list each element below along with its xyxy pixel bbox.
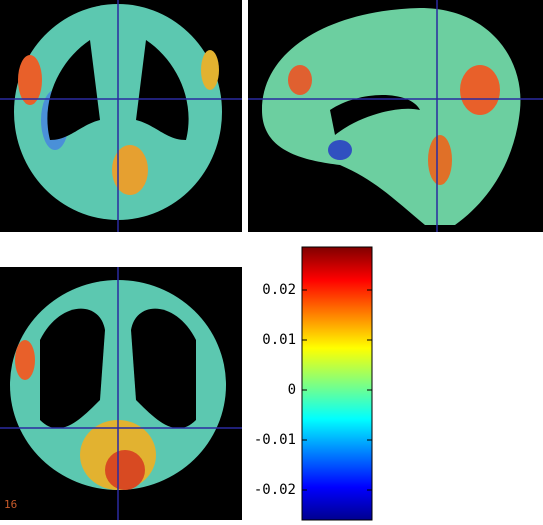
colorbar-tick-label: -0.01 [254,432,296,448]
colorbar-tick-label: 0.02 [262,282,296,298]
colorbar-gradient [301,246,373,521]
corner-label: 16 [4,498,17,511]
colorbar-tick-label: 0.01 [262,332,296,348]
panel-bottom-left: 16 [0,267,242,520]
colorbar-tick-label: 0 [288,382,296,398]
panel-top-left [0,0,242,232]
colorbar-tick-label: -0.02 [254,482,296,498]
colorbar: 0.02 0.01 0 -0.01 -0.02 [254,246,373,521]
panel-top-right [248,0,543,232]
